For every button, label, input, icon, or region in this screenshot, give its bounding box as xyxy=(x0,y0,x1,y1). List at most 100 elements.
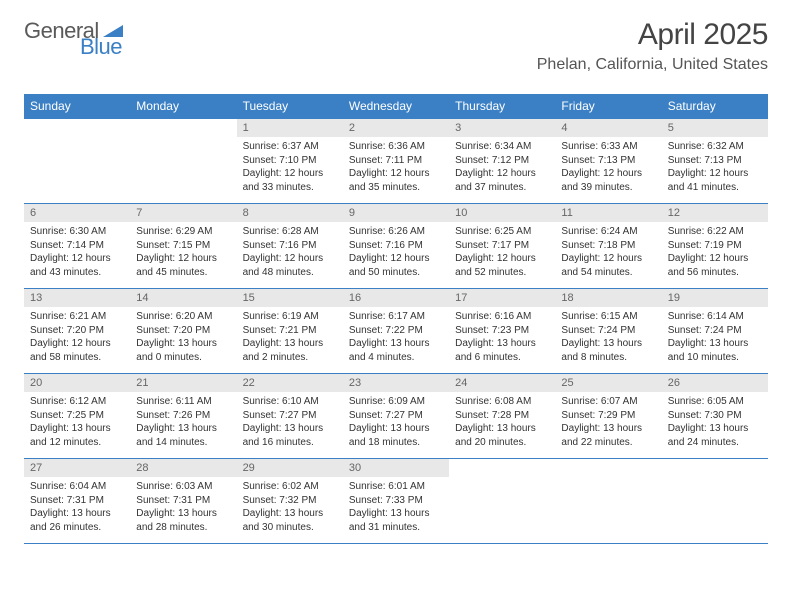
day-cell: 12Sunrise: 6:22 AMSunset: 7:19 PMDayligh… xyxy=(662,204,768,288)
day-cell: 29Sunrise: 6:02 AMSunset: 7:32 PMDayligh… xyxy=(237,459,343,543)
day-number: 1 xyxy=(237,119,343,137)
month-title: April 2025 xyxy=(537,18,768,52)
day-cell: 20Sunrise: 6:12 AMSunset: 7:25 PMDayligh… xyxy=(24,374,130,458)
day-number: 12 xyxy=(662,204,768,222)
day-content: Sunrise: 6:14 AMSunset: 7:24 PMDaylight:… xyxy=(662,307,768,368)
sunset-text: Sunset: 7:30 PM xyxy=(668,409,762,423)
sunrise-text: Sunrise: 6:03 AM xyxy=(136,480,230,494)
weeks-container: 1Sunrise: 6:37 AMSunset: 7:10 PMDaylight… xyxy=(24,118,768,544)
day-cell: 3Sunrise: 6:34 AMSunset: 7:12 PMDaylight… xyxy=(449,119,555,203)
sunrise-text: Sunrise: 6:33 AM xyxy=(561,140,655,154)
sunset-text: Sunset: 7:26 PM xyxy=(136,409,230,423)
day-number: 20 xyxy=(24,374,130,392)
sunset-text: Sunset: 7:20 PM xyxy=(30,324,124,338)
daylight-text: Daylight: 12 hours xyxy=(561,252,655,266)
sunset-text: Sunset: 7:15 PM xyxy=(136,239,230,253)
day-number: 27 xyxy=(24,459,130,477)
daylight-text: Daylight: 13 hours xyxy=(561,337,655,351)
day-cell xyxy=(662,459,768,543)
day-cell: 19Sunrise: 6:14 AMSunset: 7:24 PMDayligh… xyxy=(662,289,768,373)
daylight-text: Daylight: 12 hours xyxy=(561,167,655,181)
day-number: 13 xyxy=(24,289,130,307)
day-cell: 21Sunrise: 6:11 AMSunset: 7:26 PMDayligh… xyxy=(130,374,236,458)
weekday-header: Tuesday xyxy=(237,94,343,118)
sunrise-text: Sunrise: 6:09 AM xyxy=(349,395,443,409)
daylight-text: and 26 minutes. xyxy=(30,521,124,535)
daylight-text: and 24 minutes. xyxy=(668,436,762,450)
sunset-text: Sunset: 7:33 PM xyxy=(349,494,443,508)
day-number: 26 xyxy=(662,374,768,392)
day-number: 4 xyxy=(555,119,661,137)
weekday-header: Wednesday xyxy=(343,94,449,118)
daylight-text: and 18 minutes. xyxy=(349,436,443,450)
logo: General Blue xyxy=(24,18,125,44)
day-number: 25 xyxy=(555,374,661,392)
day-number: 24 xyxy=(449,374,555,392)
sunset-text: Sunset: 7:23 PM xyxy=(455,324,549,338)
sunrise-text: Sunrise: 6:19 AM xyxy=(243,310,337,324)
daylight-text: and 22 minutes. xyxy=(561,436,655,450)
weekday-header: Saturday xyxy=(662,94,768,118)
daylight-text: Daylight: 13 hours xyxy=(668,337,762,351)
day-content: Sunrise: 6:02 AMSunset: 7:32 PMDaylight:… xyxy=(237,477,343,538)
day-content: Sunrise: 6:10 AMSunset: 7:27 PMDaylight:… xyxy=(237,392,343,453)
daylight-text: and 43 minutes. xyxy=(30,266,124,280)
day-content: Sunrise: 6:07 AMSunset: 7:29 PMDaylight:… xyxy=(555,392,661,453)
sunrise-text: Sunrise: 6:17 AM xyxy=(349,310,443,324)
day-cell: 17Sunrise: 6:16 AMSunset: 7:23 PMDayligh… xyxy=(449,289,555,373)
day-number: 18 xyxy=(555,289,661,307)
day-cell: 26Sunrise: 6:05 AMSunset: 7:30 PMDayligh… xyxy=(662,374,768,458)
week-row: 27Sunrise: 6:04 AMSunset: 7:31 PMDayligh… xyxy=(24,458,768,544)
calendar: Sunday Monday Tuesday Wednesday Thursday… xyxy=(24,94,768,544)
day-cell: 1Sunrise: 6:37 AMSunset: 7:10 PMDaylight… xyxy=(237,119,343,203)
daylight-text: and 28 minutes. xyxy=(136,521,230,535)
daylight-text: Daylight: 12 hours xyxy=(349,252,443,266)
day-content: Sunrise: 6:34 AMSunset: 7:12 PMDaylight:… xyxy=(449,137,555,198)
sunset-text: Sunset: 7:11 PM xyxy=(349,154,443,168)
daylight-text: and 30 minutes. xyxy=(243,521,337,535)
day-number: 7 xyxy=(130,204,236,222)
sunrise-text: Sunrise: 6:32 AM xyxy=(668,140,762,154)
daylight-text: Daylight: 12 hours xyxy=(30,337,124,351)
day-number: 16 xyxy=(343,289,449,307)
day-number: 17 xyxy=(449,289,555,307)
day-cell: 16Sunrise: 6:17 AMSunset: 7:22 PMDayligh… xyxy=(343,289,449,373)
day-content: Sunrise: 6:08 AMSunset: 7:28 PMDaylight:… xyxy=(449,392,555,453)
sunset-text: Sunset: 7:21 PM xyxy=(243,324,337,338)
daylight-text: and 14 minutes. xyxy=(136,436,230,450)
daylight-text: and 39 minutes. xyxy=(561,181,655,195)
day-content: Sunrise: 6:03 AMSunset: 7:31 PMDaylight:… xyxy=(130,477,236,538)
sunrise-text: Sunrise: 6:34 AM xyxy=(455,140,549,154)
daylight-text: Daylight: 13 hours xyxy=(455,422,549,436)
daylight-text: Daylight: 13 hours xyxy=(349,422,443,436)
sunset-text: Sunset: 7:16 PM xyxy=(243,239,337,253)
daylight-text: Daylight: 12 hours xyxy=(455,252,549,266)
header: General Blue April 2025 Phelan, Californ… xyxy=(0,0,792,82)
day-content: Sunrise: 6:30 AMSunset: 7:14 PMDaylight:… xyxy=(24,222,130,283)
sunrise-text: Sunrise: 6:14 AM xyxy=(668,310,762,324)
sunset-text: Sunset: 7:25 PM xyxy=(30,409,124,423)
day-content: Sunrise: 6:20 AMSunset: 7:20 PMDaylight:… xyxy=(130,307,236,368)
sunrise-text: Sunrise: 6:26 AM xyxy=(349,225,443,239)
sunrise-text: Sunrise: 6:10 AM xyxy=(243,395,337,409)
sunrise-text: Sunrise: 6:08 AM xyxy=(455,395,549,409)
day-number: 30 xyxy=(343,459,449,477)
day-number: 10 xyxy=(449,204,555,222)
day-cell: 22Sunrise: 6:10 AMSunset: 7:27 PMDayligh… xyxy=(237,374,343,458)
daylight-text: Daylight: 13 hours xyxy=(30,422,124,436)
daylight-text: Daylight: 13 hours xyxy=(349,337,443,351)
sunrise-text: Sunrise: 6:29 AM xyxy=(136,225,230,239)
daylight-text: and 52 minutes. xyxy=(455,266,549,280)
sunrise-text: Sunrise: 6:20 AM xyxy=(136,310,230,324)
week-row: 1Sunrise: 6:37 AMSunset: 7:10 PMDaylight… xyxy=(24,118,768,203)
day-number: 15 xyxy=(237,289,343,307)
sunrise-text: Sunrise: 6:11 AM xyxy=(136,395,230,409)
sunset-text: Sunset: 7:32 PM xyxy=(243,494,337,508)
daylight-text: Daylight: 13 hours xyxy=(349,507,443,521)
daylight-text: and 20 minutes. xyxy=(455,436,549,450)
daylight-text: and 58 minutes. xyxy=(30,351,124,365)
day-content: Sunrise: 6:17 AMSunset: 7:22 PMDaylight:… xyxy=(343,307,449,368)
day-content: Sunrise: 6:12 AMSunset: 7:25 PMDaylight:… xyxy=(24,392,130,453)
sunrise-text: Sunrise: 6:02 AM xyxy=(243,480,337,494)
daylight-text: Daylight: 12 hours xyxy=(349,167,443,181)
